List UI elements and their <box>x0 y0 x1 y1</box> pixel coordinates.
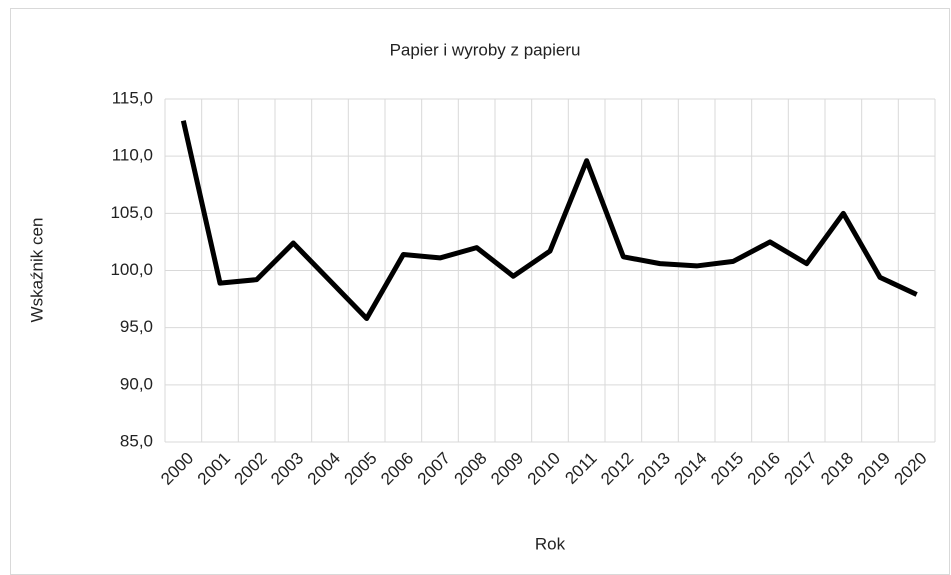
y-tick-label: 100,0 <box>110 260 153 279</box>
y-axis-label: Wskaźnik cen <box>27 218 46 323</box>
y-tick-label: 85,0 <box>120 431 153 450</box>
x-axis-label: Rok <box>535 534 566 553</box>
y-tick-label: 95,0 <box>120 317 153 336</box>
y-tick-label: 110,0 <box>112 146 153 165</box>
y-tick-label: 115,0 <box>112 88 153 107</box>
y-tick-label: 105,0 <box>110 203 153 222</box>
chart-frame <box>10 8 950 575</box>
chart-title: Papier i wyroby z papieru <box>390 40 581 59</box>
y-tick-label: 90,0 <box>120 374 153 393</box>
line-series <box>180 120 918 322</box>
